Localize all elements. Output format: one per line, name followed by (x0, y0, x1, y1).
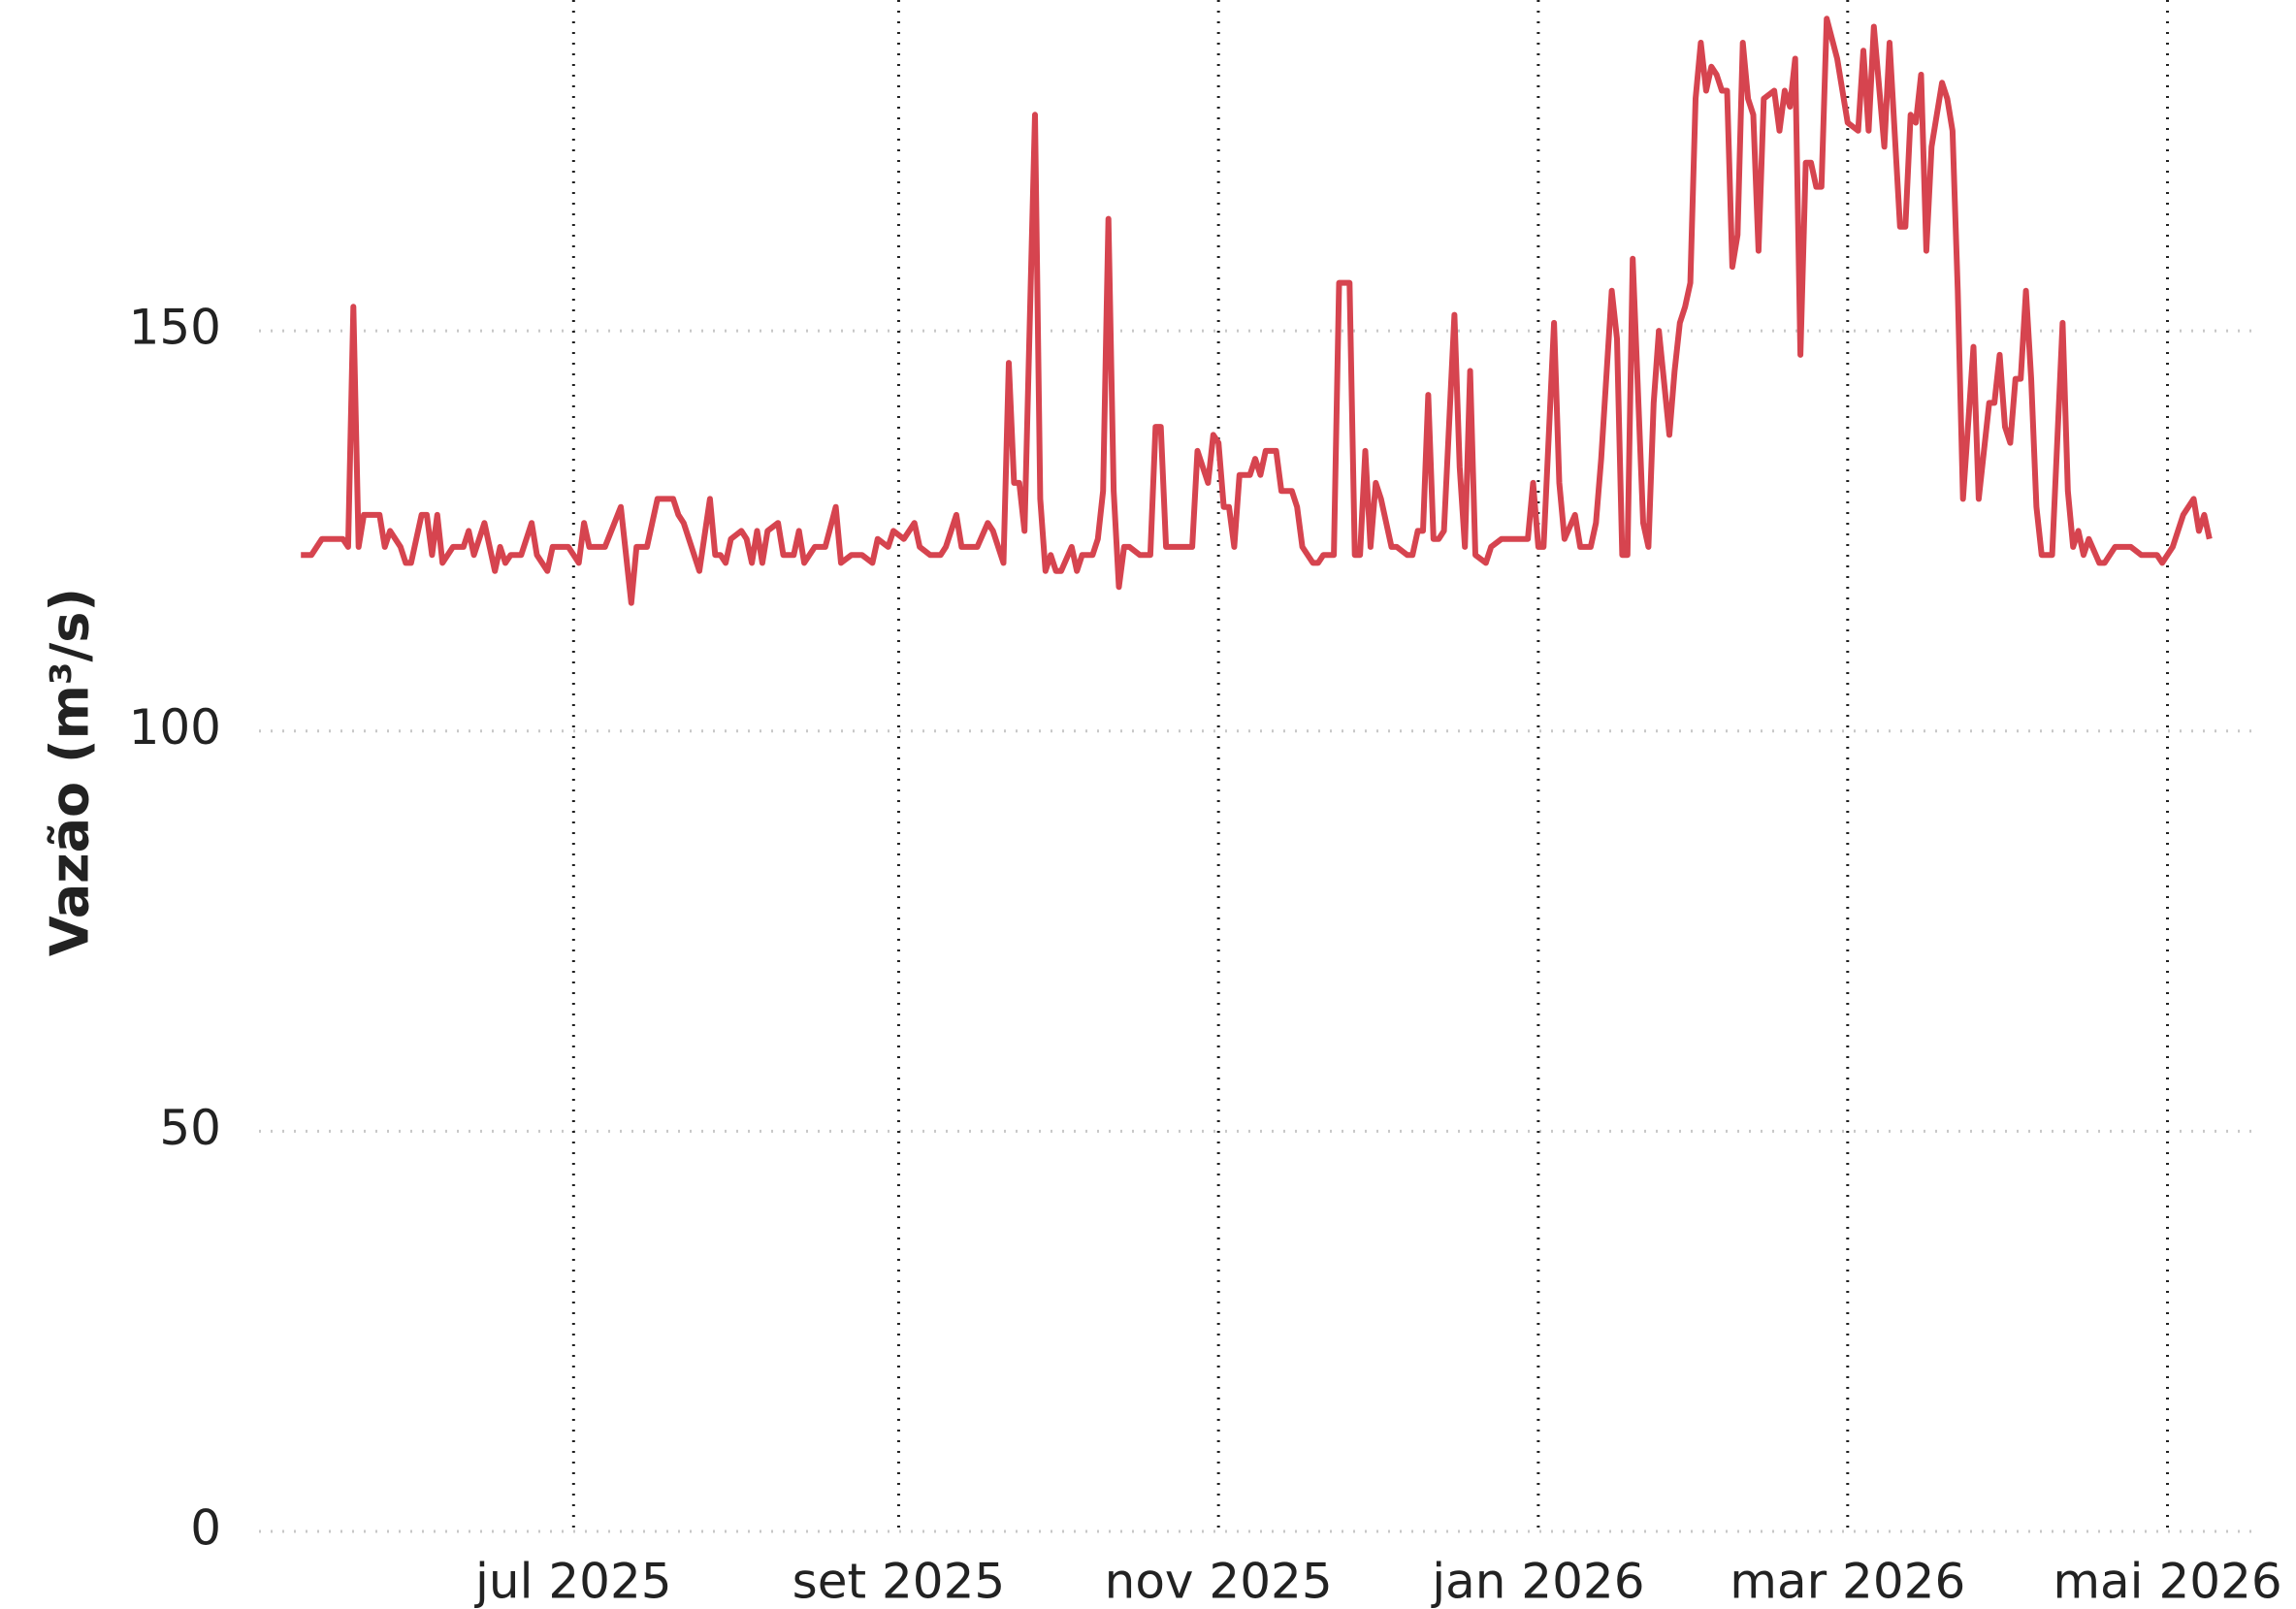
x-tick-label: nov 2025 (1105, 1554, 1333, 1609)
y-axis-title: Vazão (m³/s) (40, 588, 101, 956)
y-tick-label: 150 (129, 300, 221, 356)
y-tick-label: 100 (129, 699, 221, 756)
x-tick-label: set 2025 (792, 1554, 1006, 1609)
x-tick-label: mar 2026 (1730, 1554, 1965, 1609)
x-tick-label: jul 2025 (474, 1554, 672, 1609)
x-tick-label: mai 2026 (2053, 1554, 2281, 1609)
y-tick-label: 50 (159, 1100, 221, 1156)
x-tick-label: jan 2026 (1431, 1554, 1644, 1609)
y-tick-label: 0 (190, 1500, 221, 1557)
line (301, 16, 2213, 606)
